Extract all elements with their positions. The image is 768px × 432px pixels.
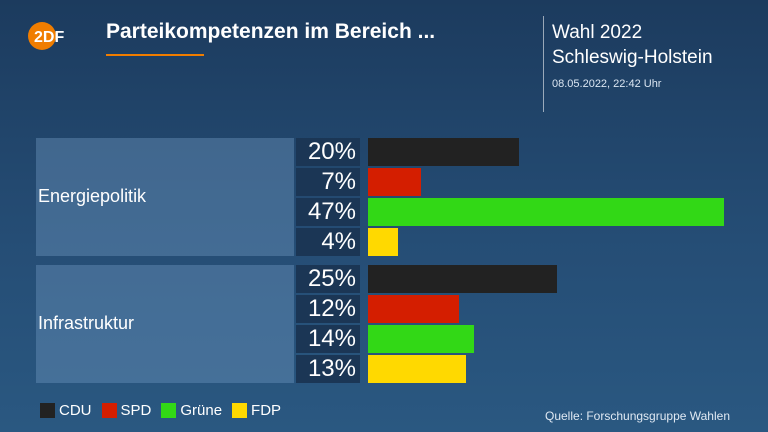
value-label-box: 7% <box>296 168 360 196</box>
group-box-energiepolitik <box>36 138 294 256</box>
value-label-box: 12% <box>296 295 360 323</box>
value-label-box: 47% <box>296 198 360 226</box>
election-region: Schleswig-Holstein <box>552 47 713 68</box>
bar-spd-energiepolitik <box>368 168 421 196</box>
value-label-gruene-energiepolitik: 47% <box>307 198 356 225</box>
category-label-energiepolitik: Energiepolitik <box>38 186 147 206</box>
bar-gruene-infrastruktur <box>368 325 474 353</box>
legend-swatch-spd <box>101 403 117 418</box>
legend-item-cdu: CDU <box>40 402 92 419</box>
chart-legend: CDU SPD Grüne FDP <box>40 402 291 419</box>
value-label-box: 25% <box>296 265 360 293</box>
bar-cdu-energiepolitik <box>368 138 519 166</box>
zdf-logo: 2DF <box>28 22 64 50</box>
legend-item-fdp: FDP <box>232 402 281 419</box>
value-label-spd-energiepolitik: 7% <box>321 168 356 195</box>
category-label-infrastruktur: Infrastruktur <box>38 313 135 333</box>
header-divider <box>543 16 544 112</box>
value-label-box: 13% <box>296 355 360 383</box>
legend-label-cdu: CDU <box>59 402 92 419</box>
bar-fdp-infrastruktur <box>368 355 466 383</box>
legend-label-fdp: FDP <box>251 402 282 419</box>
value-label-cdu-infrastruktur: 25% <box>307 265 356 292</box>
legend-swatch-gruene <box>161 403 177 418</box>
legend-item-gruene: Grüne <box>161 402 222 419</box>
bar-cdu-infrastruktur <box>368 265 557 293</box>
timestamp: 08.05.2022, 22:42 Uhr <box>552 78 662 90</box>
zdf-logo-text: 2DF <box>34 29 64 46</box>
value-label-spd-infrastruktur: 12% <box>307 295 356 322</box>
value-label-fdp-energiepolitik: 4% <box>321 228 356 255</box>
election-year: Wahl 2022 <box>552 22 643 43</box>
group-box-infrastruktur <box>36 265 294 383</box>
value-label-box: 20% <box>296 138 360 166</box>
legend-swatch-fdp <box>232 403 248 418</box>
value-label-box: 4% <box>296 228 360 256</box>
source-note: Quelle: Forschungsgruppe Wahlen <box>545 409 730 423</box>
bar-gruene-energiepolitik <box>368 198 724 226</box>
bar-fdp-energiepolitik <box>368 228 398 256</box>
legend-item-spd: SPD <box>101 402 152 419</box>
title-underline <box>106 54 204 56</box>
election-info: Wahl 2022 Schleswig-Holstein <box>552 20 713 70</box>
value-label-fdp-infrastruktur: 13% <box>307 355 356 382</box>
value-label-gruene-infrastruktur: 14% <box>307 325 356 352</box>
legend-swatch-cdu <box>40 403 55 418</box>
page-title: Parteikompetenzen im Bereich ... <box>106 20 436 43</box>
value-label-cdu-energiepolitik: 20% <box>307 138 356 165</box>
legend-label-gruene: Grüne <box>180 402 223 419</box>
bar-spd-infrastruktur <box>368 295 459 323</box>
value-label-box: 14% <box>296 325 360 353</box>
legend-label-spd: SPD <box>120 402 152 419</box>
